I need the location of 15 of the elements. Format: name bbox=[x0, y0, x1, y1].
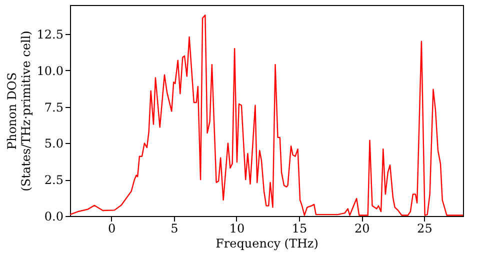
y-tick-label: 7.5 bbox=[44, 100, 64, 114]
x-tick-label: 0 bbox=[108, 222, 116, 236]
y-tick-label: 12.5 bbox=[36, 28, 64, 42]
x-tick-label: 20 bbox=[354, 222, 370, 236]
x-tick-label: 15 bbox=[292, 222, 308, 236]
x-tick-label: 5 bbox=[170, 222, 178, 236]
x-tick-label: 10 bbox=[229, 222, 245, 236]
y-tick-label: 0.0 bbox=[44, 210, 64, 224]
x-axis-title: Frequency (THz) bbox=[216, 236, 318, 250]
x-tick-label: 25 bbox=[417, 222, 432, 236]
y-tick-label: 2.5 bbox=[44, 173, 64, 188]
y-tick-label: 10.0 bbox=[36, 64, 64, 78]
y-axis-title: Phonon DOS (States/THz·primitive cell) bbox=[4, 30, 33, 192]
line-series bbox=[69, 14, 464, 216]
y-tick-label: 5.0 bbox=[44, 136, 64, 151]
